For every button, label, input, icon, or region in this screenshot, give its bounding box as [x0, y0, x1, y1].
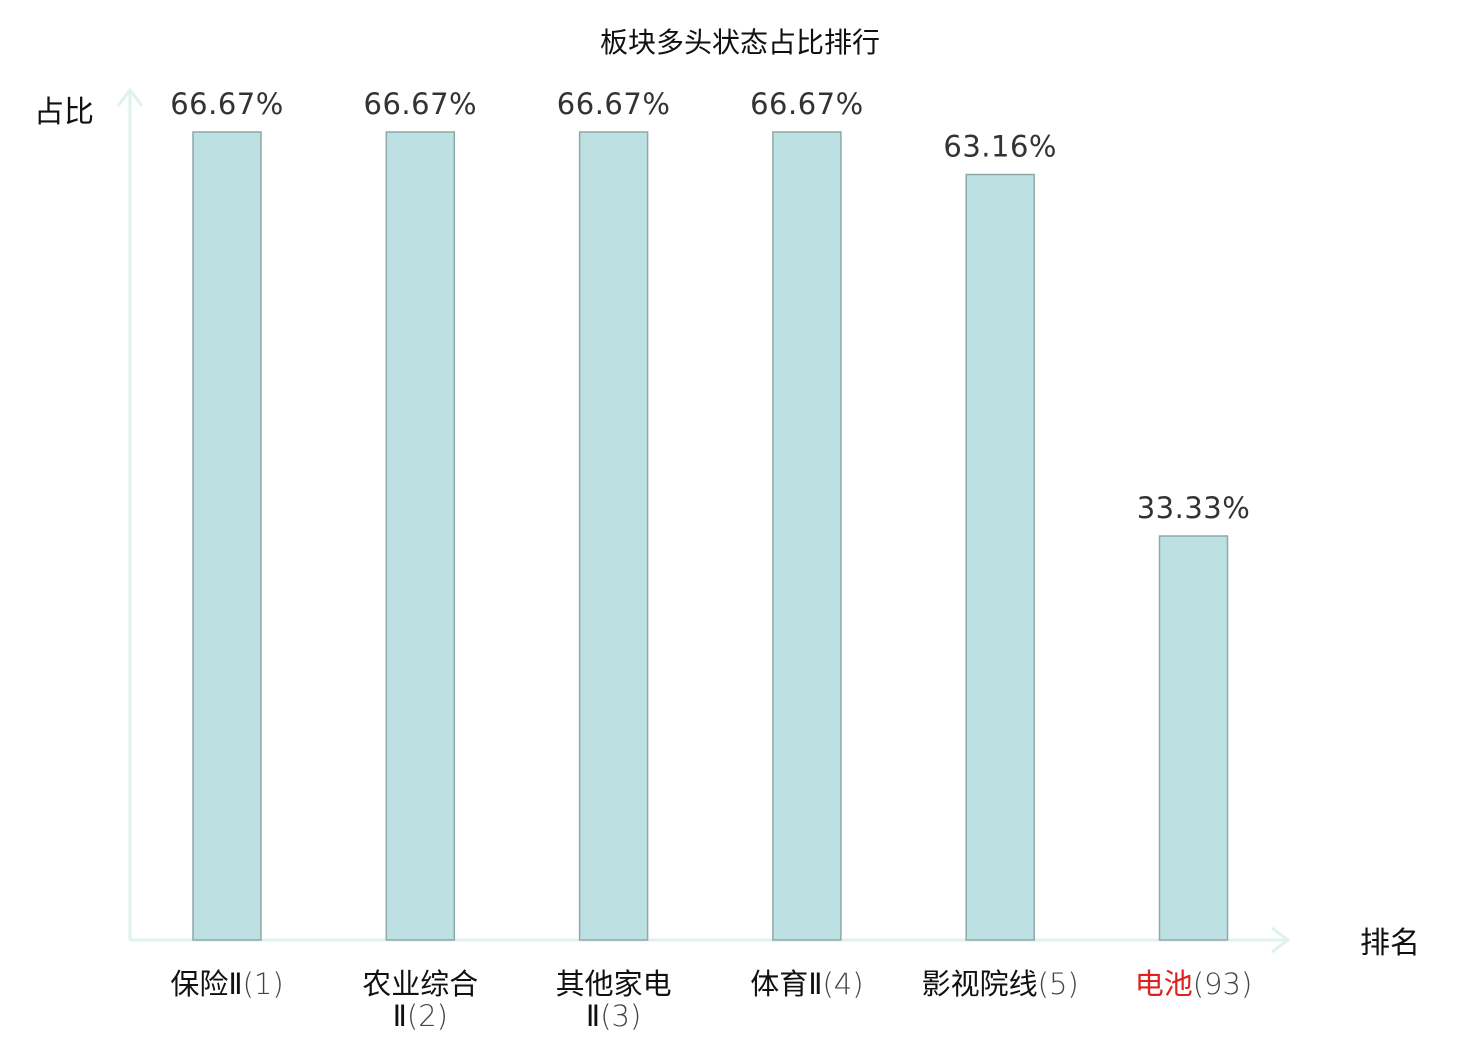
value-label: 66.67%: [170, 87, 284, 121]
category-label: 其他家电: [556, 967, 672, 1001]
category-label: 农业综合: [362, 967, 478, 1001]
chart-axes: [116, 87, 1291, 954]
x-axis-label: 排名: [1360, 926, 1420, 961]
bar: [772, 131, 842, 941]
bar: [192, 131, 262, 941]
category-label: 电池(93): [1135, 967, 1253, 1001]
y-axis-label: 占比: [34, 95, 94, 130]
bar: [578, 131, 649, 941]
y-axis-arrow: [116, 87, 144, 107]
category-label: 影视院线(5): [922, 967, 1079, 1001]
bar-series: [192, 131, 1229, 941]
value-label: 63.16%: [943, 130, 1057, 164]
category-label-line2: Ⅱ(2): [393, 999, 448, 1033]
bar: [965, 173, 1035, 941]
category-label: 保险Ⅱ(1): [170, 967, 283, 1001]
value-label: 33.33%: [1137, 491, 1251, 525]
value-label: 66.67%: [364, 87, 478, 121]
value-labels: 66.67% 66.67% 66.67% 66.67% 63.16% 33.33%: [170, 87, 1250, 525]
value-label: 66.67%: [750, 87, 864, 121]
value-label: 66.67%: [557, 87, 671, 121]
bar: [1158, 535, 1229, 941]
chart-title: 板块多头状态占比排行: [600, 26, 880, 59]
category-label: 体育Ⅱ(4): [750, 967, 863, 1001]
x-axis-arrow: [1271, 926, 1291, 954]
category-label-line2: Ⅱ(3): [586, 999, 641, 1033]
bar: [385, 131, 456, 941]
